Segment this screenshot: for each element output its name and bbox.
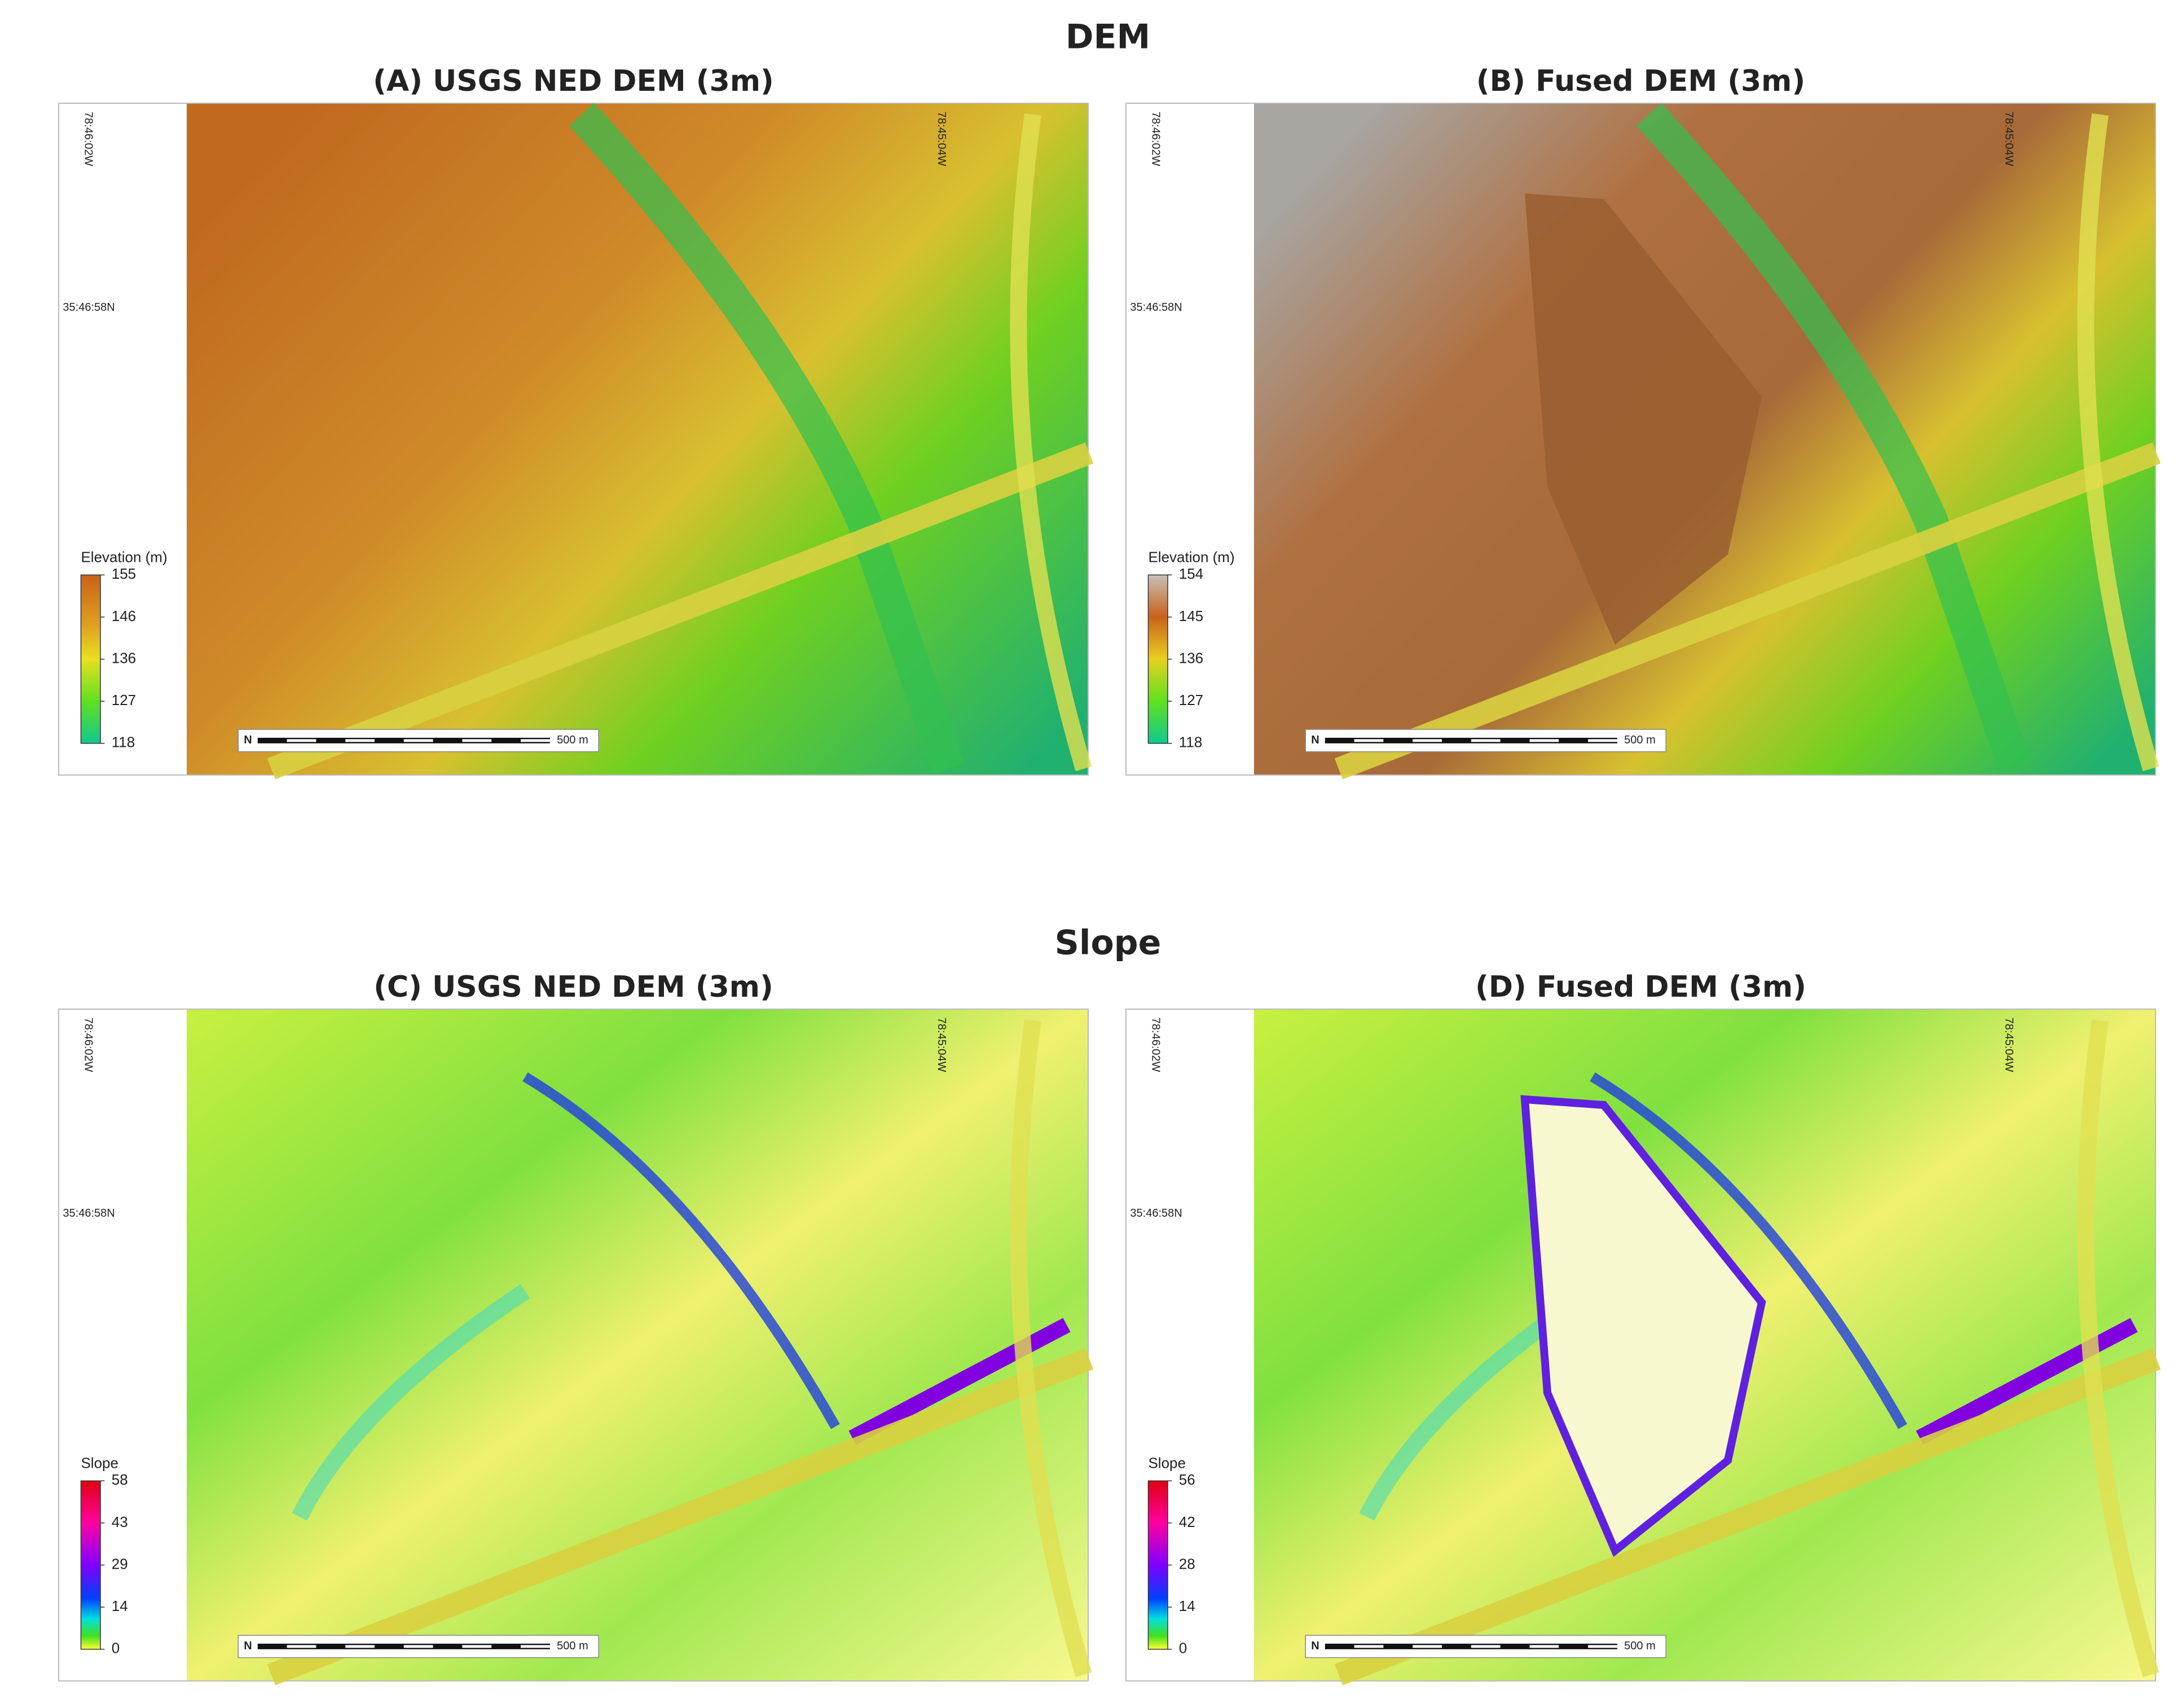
fused-site-edge <box>1520 1095 1766 1557</box>
colorbar <box>1147 1480 1168 1650</box>
legend-title: Slope <box>1148 1455 1185 1472</box>
scale-bar-segment <box>1588 1645 1617 1648</box>
longitude-label: 78:46:02W <box>1150 1018 1162 1072</box>
highway <box>267 1348 1094 1685</box>
colorbar-tick-label: 0 <box>1179 1640 1187 1657</box>
highway <box>1334 1348 2161 1685</box>
scale-bar-label: 500 m <box>557 1640 588 1652</box>
fused-site <box>1524 193 1762 645</box>
scale-bar-segment <box>462 739 492 742</box>
ramp <box>1010 1019 1092 1678</box>
latitude-label: 35:46:58N <box>63 301 115 314</box>
longitude-label: 78:45:04W <box>935 112 948 166</box>
stream-valley <box>569 103 965 774</box>
colorbar-tick-label: 28 <box>1179 1555 1195 1572</box>
scale-bar-segment <box>1354 1645 1384 1648</box>
scale-bar-segment <box>403 739 433 742</box>
colorbar <box>80 1480 101 1650</box>
scale-bar-label: 500 m <box>1624 1640 1656 1652</box>
colorbar-tick-label: 136 <box>112 649 136 666</box>
scale-bar-segment <box>1588 739 1617 742</box>
map-panel: 78:46:02W 78:45:04W 35:46:58N Elevation (m)… <box>1125 103 2161 780</box>
scale-bar-label: 500 m <box>1624 734 1656 746</box>
north-arrow: N <box>1311 1640 1319 1652</box>
latitude-label: 35:46:58N <box>1130 1207 1182 1220</box>
scale-bar <box>1325 737 1617 743</box>
map-image <box>186 1010 1088 1680</box>
colorbar-tick-label: 127 <box>1179 692 1203 708</box>
colorbar-tick-label: 154 <box>1179 565 1203 582</box>
map-image <box>186 104 1088 774</box>
legend-title: Elevation (m) <box>81 549 167 566</box>
colorbar-tick-label: 146 <box>112 608 136 624</box>
scale-bar-segment <box>1529 739 1559 742</box>
ramp <box>2077 113 2159 772</box>
longitude-label: 78:46:02W <box>82 112 95 166</box>
scale-bar-segment <box>1471 739 1501 742</box>
scale-bar-segment <box>403 1645 433 1648</box>
colorbar-tick-label: 118 <box>112 734 135 751</box>
scale-bar <box>1325 1643 1617 1649</box>
colorbar-tick-label: 145 <box>1179 608 1203 624</box>
colorbar-tick-label: 14 <box>1179 1597 1195 1614</box>
scale-bar-label: 500 m <box>557 734 588 746</box>
north-arrow: N <box>244 1640 252 1652</box>
colorbar <box>1147 574 1168 744</box>
scale-bar-segment <box>1354 739 1384 742</box>
panel-title: (B) Fused DEM (3m) <box>1476 64 1805 98</box>
scale-bar-segment <box>287 1645 316 1648</box>
north-arrow: N <box>1311 734 1319 746</box>
colorbar-tick-label: 43 <box>112 1513 128 1530</box>
section-title: DEM <box>1066 17 1151 57</box>
scale-bar-segment <box>521 739 550 742</box>
scale-bar-segment <box>521 1645 550 1648</box>
colorbar <box>80 574 101 744</box>
section-title: Slope <box>1055 923 1162 963</box>
scale-bar-segment <box>1413 739 1442 742</box>
panel-title: (C) USGS NED DEM (3m) <box>373 970 773 1004</box>
colorbar-tick-label: 58 <box>112 1471 128 1488</box>
slope-band <box>522 1072 840 1429</box>
scale-bar-segment <box>1471 1645 1501 1648</box>
ramp <box>2077 1019 2159 1678</box>
scale-bar-segment <box>1413 1645 1442 1648</box>
longitude-label: 78:45:04W <box>2003 112 2015 166</box>
colorbar-tick-label: 42 <box>1179 1513 1195 1530</box>
colorbar-tick-label: 118 <box>1179 734 1202 751</box>
colorbar-tick-label: 29 <box>112 1555 128 1572</box>
stream-valley <box>1636 103 2032 774</box>
slope-band <box>1590 1072 1907 1429</box>
longitude-label: 78:46:02W <box>82 1018 95 1072</box>
panel-title: (D) Fused DEM (3m) <box>1475 970 1806 1004</box>
scale-bar-segment <box>287 739 316 742</box>
colorbar-tick-label: 56 <box>1179 1471 1195 1488</box>
north-arrow: N <box>244 734 252 746</box>
longitude-label: 78:45:04W <box>935 1018 948 1072</box>
scale-bar-segment <box>462 1645 492 1648</box>
legend-title: Slope <box>81 1455 118 1472</box>
colorbar-tick-label: 136 <box>1179 649 1203 666</box>
map-panel: 78:46:02W 78:45:04W 35:46:58N Elevation (m)… <box>58 103 1094 780</box>
scale-bar-segment <box>1529 1645 1559 1648</box>
latitude-label: 35:46:58N <box>1130 301 1182 314</box>
colorbar-tick-label: 155 <box>112 565 136 582</box>
legend-title: Elevation (m) <box>1148 549 1234 566</box>
scale-bar-segment <box>345 739 375 742</box>
panel-title: (A) USGS NED DEM (3m) <box>373 64 774 98</box>
latitude-label: 35:46:58N <box>63 1207 115 1220</box>
scale-bar-segment <box>345 1645 375 1648</box>
colorbar-tick-label: 0 <box>112 1640 120 1657</box>
longitude-label: 78:45:04W <box>2003 1018 2015 1072</box>
colorbar-tick-label: 14 <box>112 1597 128 1614</box>
longitude-label: 78:46:02W <box>1150 112 1162 166</box>
slope-band <box>292 1284 530 1521</box>
ramp <box>1010 113 1092 772</box>
colorbar-tick-label: 127 <box>112 692 136 708</box>
highway <box>1334 442 2161 780</box>
highway <box>267 442 1094 780</box>
